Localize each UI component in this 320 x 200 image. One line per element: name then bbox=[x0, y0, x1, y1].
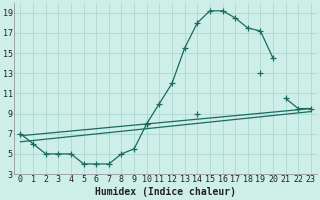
X-axis label: Humidex (Indice chaleur): Humidex (Indice chaleur) bbox=[95, 187, 236, 197]
